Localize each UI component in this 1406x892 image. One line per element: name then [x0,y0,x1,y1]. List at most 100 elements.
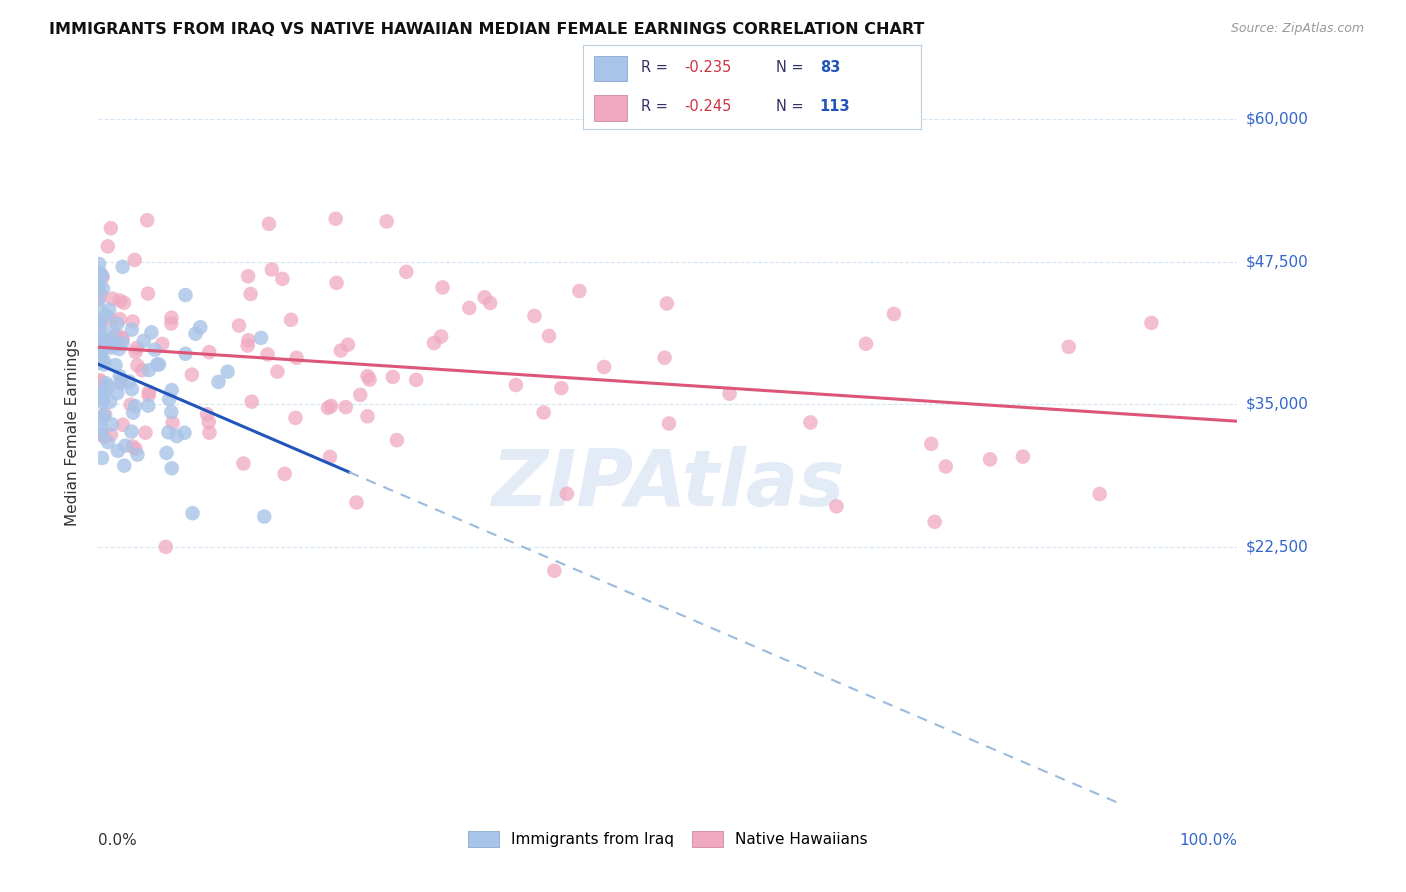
Point [257,217,280,231]
Point [284,410,307,425]
Point [505,378,527,392]
Point [110,376,132,391]
Point [855,336,877,351]
Point [533,405,555,419]
Text: -0.235: -0.235 [685,60,733,75]
Point [141,326,163,340]
Point [101,417,124,432]
Point [359,373,381,387]
Point [319,399,342,413]
Point [799,416,821,430]
Point [100,338,122,352]
Point [93,384,115,399]
Point [87,356,110,370]
Point [91,282,114,296]
Point [920,437,942,451]
Y-axis label: Median Female Earnings: Median Female Earnings [65,339,80,526]
Point [160,405,183,419]
Point [266,365,288,379]
Point [105,386,128,401]
Point [98,302,121,317]
Point [228,318,250,333]
Point [550,381,572,395]
Point [91,450,114,465]
Point [160,461,183,475]
Point [207,375,229,389]
Point [100,341,122,355]
Point [238,334,260,348]
Point [131,363,153,377]
Point [111,335,134,350]
Point [136,286,159,301]
Point [458,301,481,315]
Point [91,268,114,283]
Point [250,331,273,345]
Point [654,351,676,365]
Point [1012,450,1035,464]
Point [924,515,946,529]
Point [349,388,371,402]
Point [375,214,398,228]
Text: N =: N = [776,60,808,75]
Point [138,384,160,399]
Point [148,358,170,372]
Text: R =: R = [641,60,672,75]
Point [90,386,112,401]
Text: $35,000: $35,000 [1246,397,1309,411]
Point [825,500,848,514]
Point [319,450,342,464]
Point [94,309,117,323]
Text: $60,000: $60,000 [1246,112,1309,127]
Legend: Immigrants from Iraq, Native Hawaiians: Immigrants from Iraq, Native Hawaiians [468,831,868,847]
Text: 83: 83 [820,60,839,75]
Point [87,292,110,306]
Point [160,310,183,325]
Point [173,425,195,440]
Point [118,375,141,389]
Point [111,332,134,346]
Point [93,354,115,368]
Point [537,329,560,343]
Point [108,342,131,356]
Bar [593,55,627,81]
Point [90,422,112,436]
Point [89,375,111,389]
Point [381,370,404,384]
Point [432,280,454,294]
Point [395,265,418,279]
Point [346,495,368,509]
Point [98,394,121,409]
Point [94,334,117,348]
Point [90,304,112,318]
Point [89,319,111,334]
Point [240,394,263,409]
Point [91,270,114,285]
Point [236,338,259,352]
Point [162,416,184,430]
Point [132,334,155,348]
Point [121,382,143,396]
Point [232,457,254,471]
Text: $47,500: $47,500 [1246,254,1309,269]
Point [90,286,112,301]
Point [107,443,129,458]
Point [543,564,565,578]
Point [271,272,294,286]
Point [325,276,347,290]
Point [93,430,115,444]
Point [125,341,148,355]
Point [89,318,111,332]
Point [935,459,957,474]
Point [90,411,112,425]
Point [155,446,177,460]
Point [91,331,114,345]
Point [335,400,357,414]
Point [97,379,120,393]
Point [108,369,131,384]
Point [101,292,124,306]
Text: N =: N = [776,99,808,114]
Point [325,211,347,226]
Point [121,323,143,337]
Point [112,458,135,473]
Point [155,540,177,554]
